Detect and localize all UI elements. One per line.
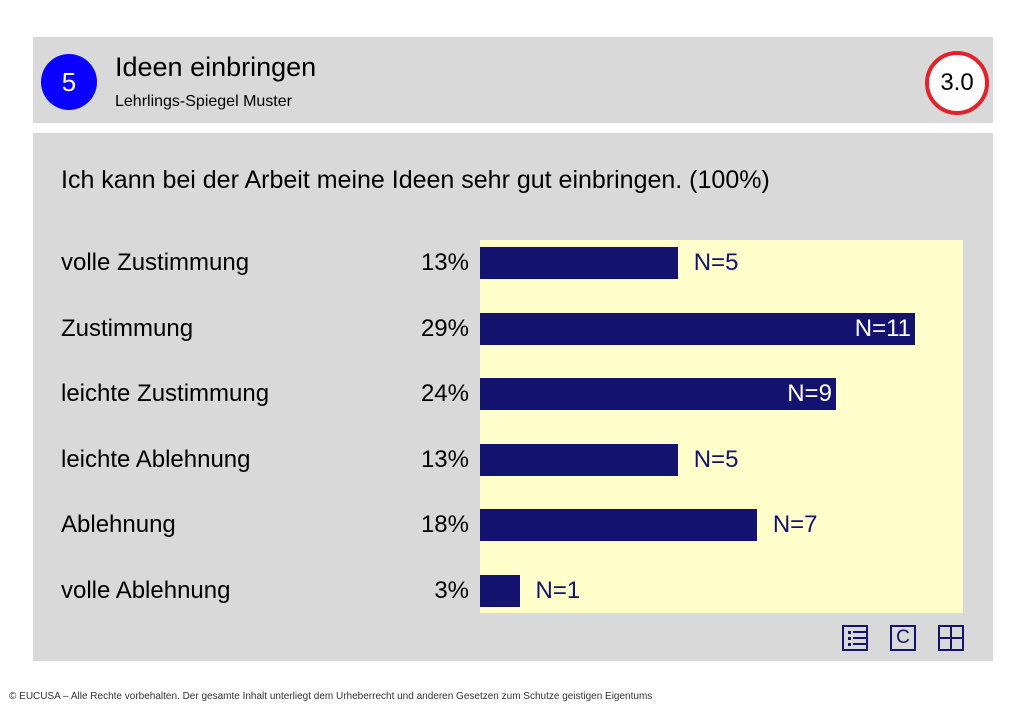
bar	[480, 443, 678, 476]
category-label: volle Ablehnung	[61, 577, 231, 604]
n-count-label: N=5	[693, 445, 739, 473]
n-count-label: N=7	[772, 511, 818, 539]
section-number-badge: 5	[41, 54, 97, 110]
bar	[480, 247, 678, 279]
percent-label: 18%	[420, 511, 469, 539]
percent-label: 29%	[420, 314, 469, 342]
c-icon-letter: C	[896, 627, 910, 648]
n-count-label: N=11	[854, 314, 911, 342]
list-icon[interactable]	[842, 625, 868, 651]
grid-icon-hline	[940, 637, 962, 639]
category-label: Zustimmung	[61, 314, 194, 342]
category-label: leichte Ablehnung	[61, 445, 251, 473]
bar	[480, 312, 915, 345]
list-icon-dot	[848, 637, 851, 640]
c-icon[interactable]: C	[890, 625, 916, 651]
percent-label: 13%	[420, 249, 469, 276]
percent-label: 13%	[420, 445, 469, 473]
header-bar	[33, 37, 993, 123]
page-subtitle: Lehrlings-Spiegel Muster	[115, 93, 292, 110]
n-count-label: N=9	[787, 380, 832, 408]
list-icon-dot	[848, 643, 851, 646]
page-title: Ideen einbringen	[115, 52, 317, 82]
grid-icon[interactable]	[938, 625, 964, 651]
percent-label: 3%	[434, 577, 469, 604]
question-text: Ich kann bei der Arbeit meine Ideen sehr…	[61, 166, 770, 194]
list-icon-line	[853, 637, 866, 639]
list-icon-dot	[848, 631, 851, 634]
score-badge: 3.0	[925, 51, 989, 115]
bar	[480, 575, 520, 607]
list-icon-line	[853, 643, 866, 645]
category-label: volle Zustimmung	[61, 249, 250, 276]
percent-label: 24%	[420, 380, 469, 408]
list-icon-line	[853, 631, 866, 633]
category-label: Ablehnung	[61, 511, 176, 539]
copyright-footer: © EUCUSA – Alle Rechte vorbehalten. Der …	[9, 691, 653, 702]
n-count-label: N=5	[693, 249, 739, 276]
n-count-label: N=1	[535, 577, 581, 604]
category-label: leichte Zustimmung	[61, 380, 270, 408]
plot-area	[480, 240, 963, 613]
bar	[480, 378, 836, 411]
bar	[480, 509, 757, 542]
